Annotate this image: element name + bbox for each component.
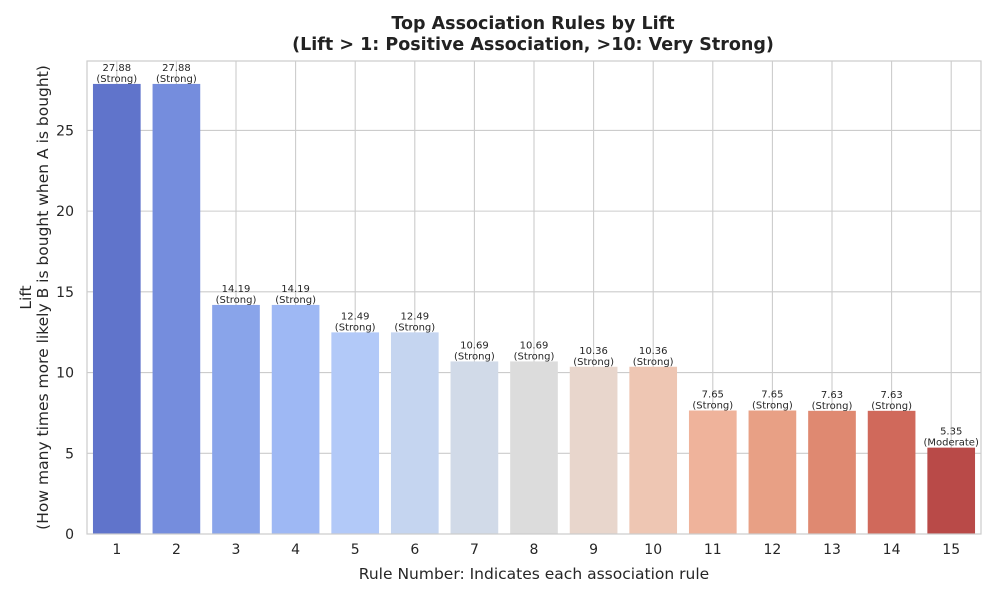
bar-value-label: 12.49	[341, 311, 370, 322]
bar-strength-label: (Strong)	[692, 401, 733, 412]
bar-value-label: 10.69	[520, 340, 549, 351]
bar-value-label: 7.63	[821, 390, 843, 401]
plot-frame	[86, 60, 982, 535]
x-tick-label: 1	[112, 542, 121, 558]
bar-strength-label: (Strong)	[275, 295, 316, 306]
x-tick-label: 6	[410, 542, 419, 558]
x-tick-label: 11	[704, 542, 722, 558]
bar-strength-label: (Strong)	[156, 74, 197, 85]
bar	[808, 410, 856, 534]
bar-strength-label: (Strong)	[752, 401, 793, 412]
bar	[688, 410, 737, 534]
x-tick-label: 3	[232, 542, 241, 558]
y-tick-label: 15	[56, 285, 74, 301]
chart-title: Top Association Rules by Lift (Lift > 1:…	[0, 14, 1000, 56]
bar-value-label: 14.19	[281, 284, 310, 295]
x-tick-label: 15	[942, 542, 960, 558]
bar-value-label: 10.69	[460, 340, 489, 351]
y-axis-label: Lift (How many times more likely B is bo…	[17, 65, 52, 530]
x-tick-label: 2	[172, 542, 181, 558]
bar	[331, 332, 380, 534]
bar-strength-label: (Strong)	[454, 351, 495, 362]
bar-value-label: 7.63	[880, 390, 902, 401]
bar-strength-label: (Strong)	[871, 401, 912, 412]
x-axis-label: Rule Number: Indicates each association …	[359, 565, 709, 583]
bar-value-label: 7.65	[761, 390, 783, 401]
x-tick-label: 13	[823, 542, 841, 558]
x-tick-label: 5	[351, 542, 360, 558]
y-axis-label-line2: (How many times more likely B is bought …	[34, 65, 52, 530]
bar	[510, 361, 558, 534]
bar-value-label: 7.65	[702, 390, 724, 401]
bar-value-label: 27.88	[102, 63, 131, 74]
bar-value-label: 10.36	[579, 346, 608, 357]
bar	[92, 83, 141, 534]
bar	[569, 366, 618, 534]
bar	[927, 447, 976, 534]
y-tick-label: 10	[56, 366, 74, 382]
bar	[867, 410, 916, 534]
x-tick-label: 7	[470, 542, 479, 558]
chart-title-sub: (Lift > 1: Positive Association, >10: Ve…	[292, 35, 774, 55]
bar-strength-label: (Moderate)	[924, 438, 979, 449]
bar-strength-label: (Strong)	[573, 357, 614, 368]
x-tick-label: 10	[644, 542, 662, 558]
chart-title-main: Top Association Rules by Lift	[391, 14, 675, 34]
x-tick-label: 8	[530, 542, 539, 558]
bar	[390, 332, 439, 534]
bar-value-label: 10.36	[639, 346, 668, 357]
bar-strength-label: (Strong)	[812, 401, 853, 412]
bar	[450, 361, 499, 534]
x-tick-label: 4	[291, 542, 300, 558]
bar-value-label: 12.49	[400, 311, 429, 322]
y-axis-label-line1: Lift	[17, 285, 35, 309]
bar-strength-label: (Strong)	[96, 74, 137, 85]
y-tick-label: 0	[65, 527, 74, 543]
y-tick-label: 5	[65, 446, 74, 462]
bar-strength-label: (Strong)	[633, 357, 674, 368]
y-tick-label: 20	[56, 204, 74, 220]
bar-strength-label: (Strong)	[394, 322, 435, 333]
bar-value-label: 27.88	[162, 63, 191, 74]
bar	[271, 304, 320, 534]
x-tick-label: 12	[763, 542, 781, 558]
bar	[152, 83, 201, 534]
bar-strength-label: (Strong)	[514, 351, 555, 362]
x-tick-label: 9	[589, 542, 598, 558]
bar-value-label: 5.35	[940, 427, 962, 438]
bar-strength-label: (Strong)	[216, 295, 257, 306]
y-tick-label: 25	[56, 123, 74, 139]
data-label-layer: 27.88(Strong)27.88(Strong)14.19(Strong)1…	[96, 63, 979, 449]
bar-layer	[92, 83, 976, 534]
bar	[748, 410, 797, 534]
x-tick-label: 14	[883, 542, 901, 558]
bar-value-label: 14.19	[222, 284, 251, 295]
bar	[629, 366, 678, 534]
bar	[212, 304, 260, 534]
bar-strength-label: (Strong)	[335, 322, 376, 333]
